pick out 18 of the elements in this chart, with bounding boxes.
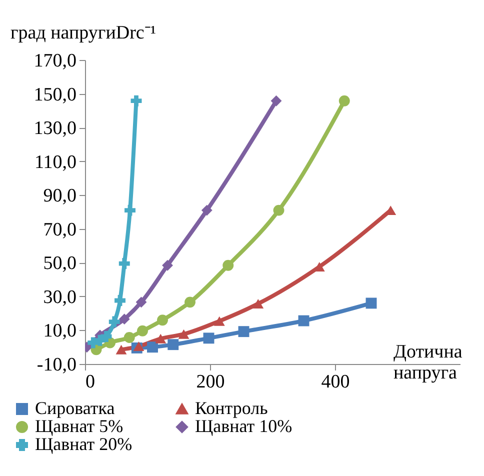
y-tick-label: 150,0: [34, 84, 76, 106]
y-tick-label: 10,0: [43, 320, 76, 342]
x-axis-title: Дотична напруга: [394, 342, 463, 384]
y-tick-label: 170,0: [34, 50, 76, 72]
y-tick-label: 70,0: [43, 219, 76, 240]
y-tick-label: -10,0: [36, 354, 76, 376]
x-tick-label: 200: [196, 372, 225, 392]
y-tick-label: 30,0: [43, 286, 76, 308]
y-axis-title: град напругиDrc⁻¹: [10, 22, 156, 44]
x-tick-label: 0: [86, 372, 95, 392]
y-tick-label: 50,0: [43, 253, 76, 274]
x-tick-label: 400: [321, 372, 350, 392]
y-tick-label: 130,0: [34, 118, 76, 140]
legend-label: Сироватка: [35, 398, 115, 418]
y-tick-label: 90,0: [43, 186, 76, 207]
y-tick-label: 110,0: [34, 152, 76, 173]
legend-label: Щавнат 20%: [35, 434, 132, 454]
legend-label: Контроль: [195, 398, 268, 418]
